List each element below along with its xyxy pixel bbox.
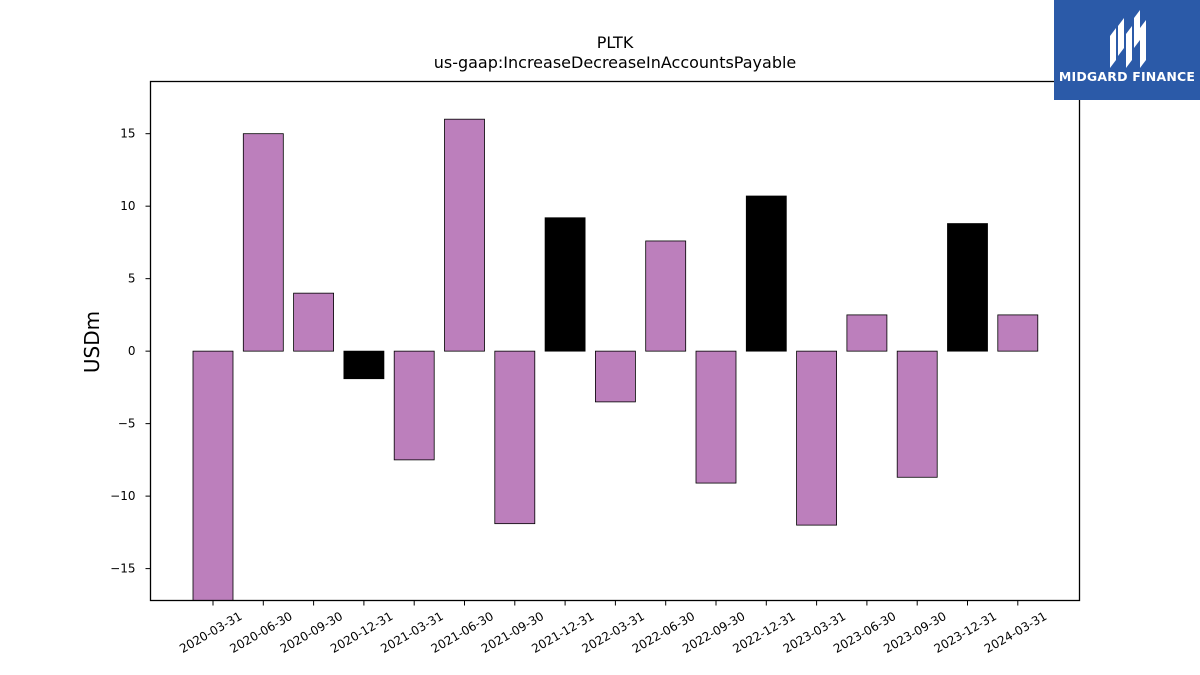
bar-2021-12-31 [544, 217, 586, 352]
bar-2021-09-30 [494, 350, 536, 525]
brand-logo: MIDGARD FINANCE [1054, 0, 1200, 100]
y-axis-ticks: −15 −10 −5 0 5 10 15 [110, 127, 151, 576]
y-tick-label: −10 [110, 489, 135, 503]
bar-2021-06-30 [444, 118, 485, 352]
logo-mark-icon [1110, 10, 1146, 68]
y-axis-label: USDm [80, 311, 104, 373]
y-tick-label: 10 [120, 199, 135, 213]
chart-subtitle: us-gaap:IncreaseDecreaseInAccountsPayabl… [434, 53, 797, 72]
y-tick-label: −5 [118, 417, 136, 431]
bar-2022-09-30 [695, 350, 737, 484]
plot-frame [149, 80, 1081, 602]
bar-2020-12-31 [343, 350, 385, 380]
bar-2023-09-30 [896, 350, 938, 478]
bar-2022-12-31 [745, 195, 787, 352]
bar-2023-03-31 [796, 350, 837, 526]
y-tick-label: 5 [128, 272, 136, 286]
bar-2023-06-30 [846, 314, 888, 352]
y-tick-label: 15 [120, 127, 135, 141]
logo-text: MIDGARD FINANCE [1058, 69, 1196, 84]
bar-2021-03-31 [393, 350, 435, 461]
bar-2022-06-30 [645, 240, 687, 352]
bar-2023-12-31 [947, 223, 988, 352]
bar-2022-03-31 [595, 350, 636, 403]
bars-group [192, 118, 1039, 601]
bar-2020-03-31 [192, 350, 234, 601]
bar-2020-06-30 [242, 133, 284, 352]
x-axis-ticks: 2020-03-312020-06-302020-09-302020-12-31… [177, 600, 1049, 656]
y-tick-label: 0 [128, 344, 136, 358]
chart-title: PLTK [597, 33, 634, 52]
bar-2020-09-30 [293, 292, 335, 352]
y-tick-label: −15 [110, 562, 135, 576]
bar-2024-03-31 [997, 314, 1039, 352]
